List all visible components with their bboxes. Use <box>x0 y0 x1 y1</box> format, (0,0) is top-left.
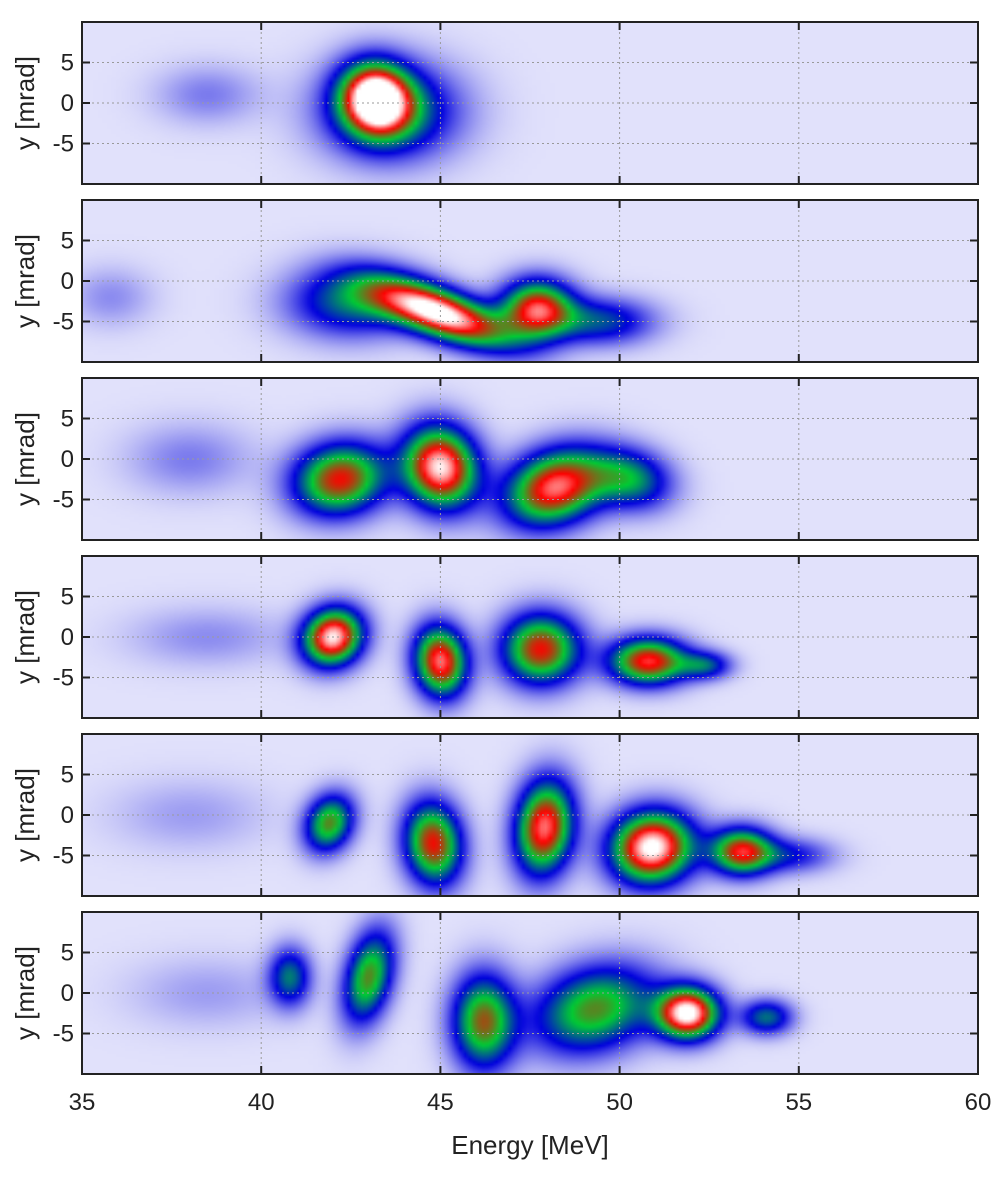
y-tick-label: 0 <box>61 624 74 651</box>
x-tick-label: 50 <box>606 1089 633 1116</box>
y-tick-label: 5 <box>61 584 74 611</box>
y-axis-label: y [mrad] <box>10 412 40 506</box>
y-axis-label: y [mrad] <box>10 234 40 328</box>
x-tick-label: 60 <box>965 1089 992 1116</box>
y-axis-label: y [mrad] <box>10 590 40 684</box>
y-axis-label: y [mrad] <box>10 56 40 150</box>
panel-1: 5 0 -5 y [mrad] <box>10 21 979 185</box>
x-axis-label: Energy [MeV] <box>451 1130 609 1160</box>
y-tick-label: 5 <box>61 406 74 433</box>
panel-frame <box>81 911 979 1075</box>
y-tick-label: -5 <box>53 131 74 158</box>
panel-frame <box>81 733 979 897</box>
panel-5: 5 0 -5 y [mrad] <box>10 733 979 897</box>
panel-frame <box>81 199 979 363</box>
y-tick-label: 5 <box>61 50 74 77</box>
y-tick-label: -5 <box>53 487 74 514</box>
x-tick-label: 35 <box>69 1089 96 1116</box>
y-tick-label: 0 <box>61 980 74 1007</box>
panel-6: 50-5y [mrad]35 40 45 50 55 60 <box>10 911 992 1116</box>
panels-group: 50-5y [mrad]50-5y [mrad]50-5y [mrad]50-5… <box>10 21 992 1116</box>
y-tick-label: 0 <box>61 90 74 117</box>
x-tick-label: 45 <box>427 1089 454 1116</box>
panel-2: 5 0 -5 y [mrad] <box>10 199 979 363</box>
x-tick-label: 55 <box>785 1089 812 1116</box>
y-tick-label: -5 <box>53 665 74 692</box>
y-axis-label: y [mrad] <box>10 946 40 1040</box>
y-axis-label: y [mrad] <box>10 768 40 862</box>
y-tick-label: 5 <box>61 762 74 789</box>
y-tick-label: 0 <box>61 446 74 473</box>
panel-4: 5 0 -5 y [mrad] <box>10 555 979 719</box>
y-tick-label: -5 <box>53 309 74 336</box>
y-tick-label: 0 <box>61 802 74 829</box>
panel-3: 5 0 -5 y [mrad] <box>10 377 979 541</box>
panel-frame <box>81 21 979 185</box>
y-tick-label: 5 <box>61 228 74 255</box>
panel-frame <box>81 555 979 719</box>
y-tick-label: -5 <box>53 1021 74 1048</box>
panel-frame <box>81 377 979 541</box>
y-tick-label: 0 <box>61 268 74 295</box>
x-tick-label: 40 <box>248 1089 275 1116</box>
y-tick-label: 5 <box>61 940 74 967</box>
y-tick-label: -5 <box>53 843 74 870</box>
